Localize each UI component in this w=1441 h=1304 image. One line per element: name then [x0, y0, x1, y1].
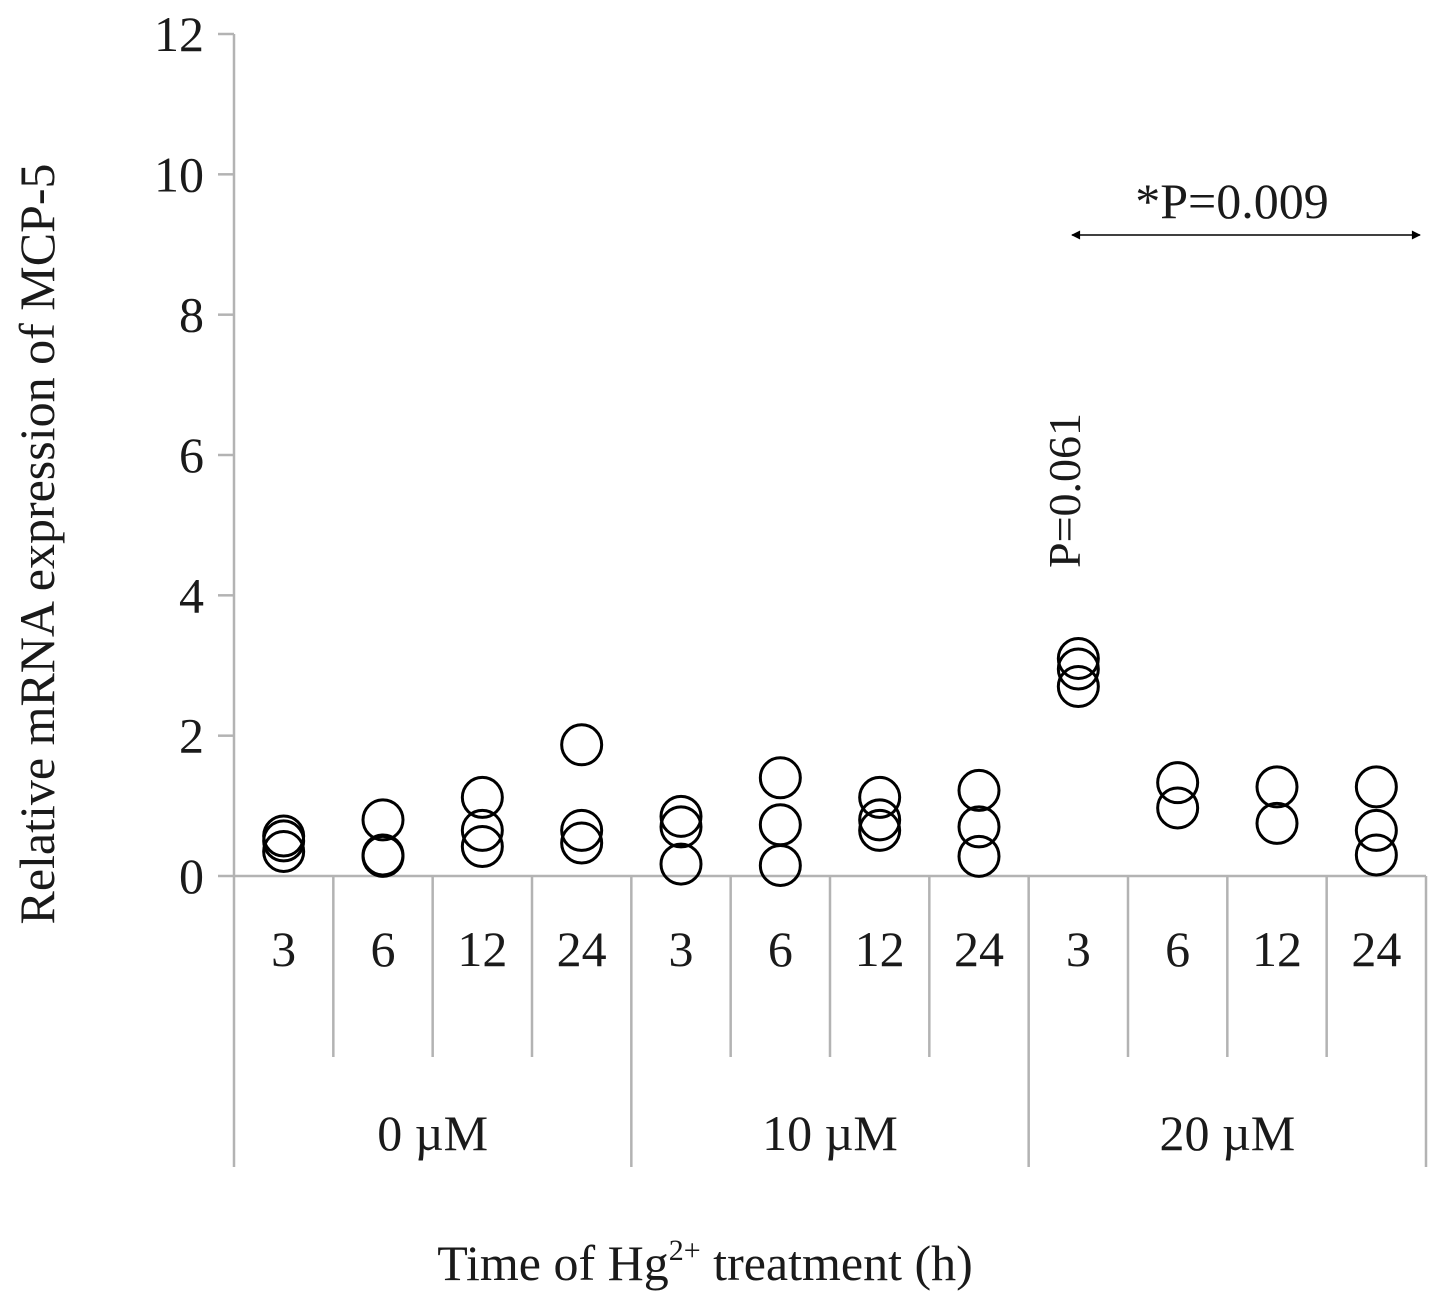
data-point: [957, 768, 1001, 812]
x-tick-label-time: 3: [271, 921, 296, 977]
y-tick-label: 10: [154, 146, 204, 202]
data-point: [1056, 636, 1100, 680]
p-value-annotation-3h: P=0.061: [1039, 413, 1090, 568]
x-axis-label-prefix: Time of Hg: [437, 1235, 669, 1291]
data-point: [361, 798, 405, 842]
x-group-label: 20 µM: [1159, 1105, 1295, 1161]
x-tick-label-time: 24: [557, 921, 607, 977]
data-point: [460, 808, 504, 852]
x-axis: 3 6 12 24 3 6 12 24 3 6 12 240 µM 10 µM 20 µM: [232, 874, 1428, 1167]
y-tick-label: 8: [179, 287, 204, 343]
x-group-label: 0 µM: [377, 1105, 488, 1161]
significance-bracket: *P=0.009: [1071, 173, 1421, 240]
data-point: [262, 829, 306, 873]
y-tick-label: 2: [179, 708, 204, 764]
x-axis-label: Time of Hg2+ treatment (h): [437, 1234, 973, 1291]
y-tick-label: 6: [179, 427, 204, 483]
x-tick-label-time: 6: [371, 921, 396, 977]
data-point: [758, 843, 802, 887]
x-tick-label-time: 6: [768, 921, 793, 977]
y-tick-label: 12: [154, 6, 204, 62]
data-point: [957, 805, 1001, 849]
data-point: [361, 834, 405, 878]
data-point: [858, 808, 902, 852]
data-point: [1354, 833, 1398, 877]
y-axis: 0 2 4 6 8 10 12: [154, 6, 236, 904]
x-group-label: 10 µM: [762, 1105, 898, 1161]
data-point: [560, 723, 604, 767]
data-point: [1056, 647, 1100, 691]
x-tick-label-time: 12: [1252, 921, 1302, 977]
data-point: [659, 805, 703, 849]
data-point: [957, 834, 1001, 878]
data-point: [1255, 801, 1299, 845]
y-tick-label: 0: [179, 848, 204, 904]
y-axis-label: Relative mRNA expression of MCP-5: [9, 163, 65, 924]
y-tick-label: 4: [179, 567, 204, 623]
data-point: [1255, 765, 1299, 809]
data-point: [1156, 761, 1200, 805]
x-axis-label-suffix: treatment (h): [701, 1235, 973, 1291]
x-tick-label-time: 24: [1351, 921, 1401, 977]
data-point: [858, 775, 902, 819]
data-point: [858, 798, 902, 842]
data-point: [1354, 808, 1398, 852]
x-tick-label-time: 24: [954, 921, 1004, 977]
data-point: [262, 819, 306, 863]
x-tick-label-time: 6: [1165, 921, 1190, 977]
data-point: [659, 794, 703, 838]
x-tick-label-time: 3: [669, 921, 694, 977]
x-tick-label-time: 12: [855, 921, 905, 977]
x-axis-label-superscript: 2+: [669, 1234, 701, 1267]
data-point: [460, 775, 504, 819]
data-point: [1156, 786, 1200, 830]
data-point: [1354, 765, 1398, 809]
data-point: [659, 842, 703, 886]
data-point: [1056, 665, 1100, 709]
x-tick-label-time: 3: [1066, 921, 1091, 977]
data-point: [560, 821, 604, 865]
data-point: [758, 756, 802, 800]
x-tick-label-time: 12: [457, 921, 507, 977]
data-point: [460, 825, 504, 869]
data-point: [560, 808, 604, 852]
data-points: [262, 636, 1398, 887]
p-value-annotation-bracket: *P=0.009: [1135, 173, 1329, 229]
data-point: [758, 803, 802, 847]
